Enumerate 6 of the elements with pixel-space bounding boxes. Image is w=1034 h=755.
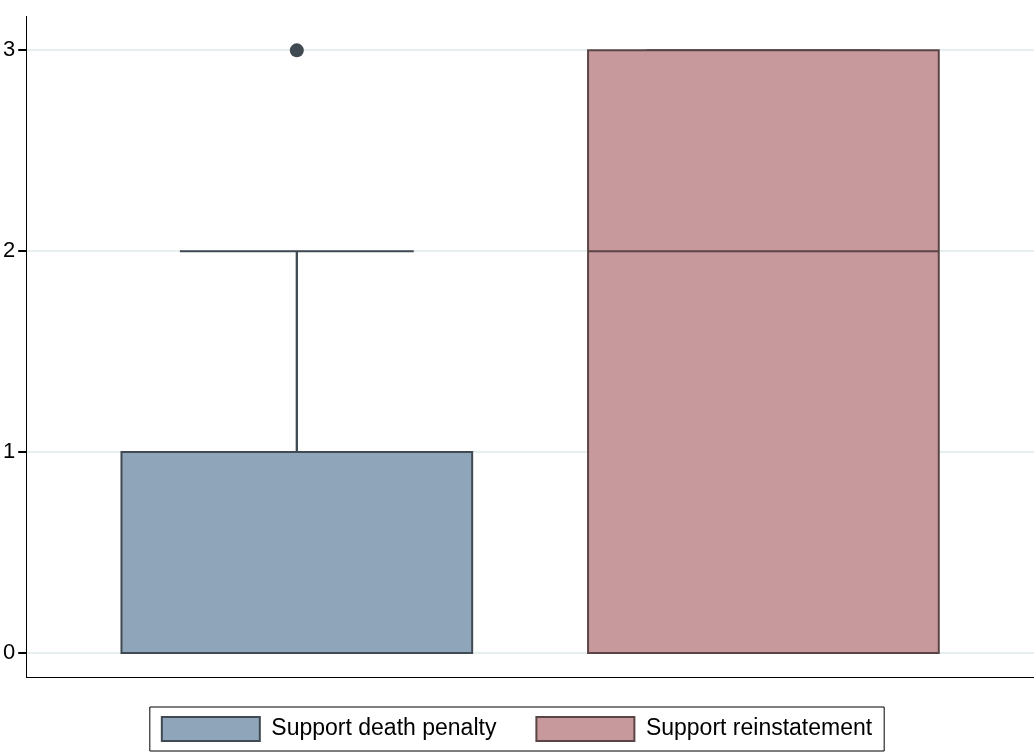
legend-label: Support reinstatement [645,714,873,741]
y-tick-label: 2 [2,237,16,263]
y-tick-label: 3 [2,36,16,62]
legend-label: Support death penalty [271,714,497,741]
y-tick-label: 0 [2,638,16,664]
y-tick-label: 1 [2,438,16,464]
